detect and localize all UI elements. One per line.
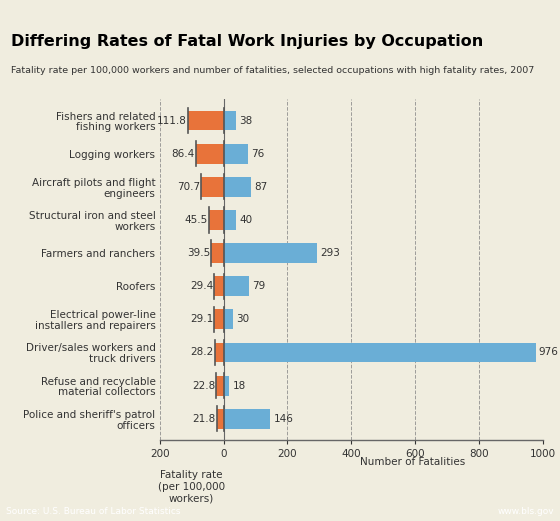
Text: 30: 30 (236, 314, 249, 324)
Text: 111.8: 111.8 (157, 116, 187, 126)
Text: 87: 87 (255, 182, 268, 192)
Text: 28.2: 28.2 (190, 348, 213, 357)
Bar (196, 144, 223, 164)
Bar (214, 276, 223, 296)
Bar (209, 210, 223, 230)
Text: 29.4: 29.4 (190, 281, 213, 291)
Bar (223, 243, 317, 263)
Bar (214, 309, 223, 329)
Text: 18: 18 (232, 380, 246, 391)
Text: Fatality rate per 100,000 workers and number of fatalities, selected occupations: Fatality rate per 100,000 workers and nu… (11, 66, 534, 75)
Text: Number of Fatalities: Number of Fatalities (360, 457, 465, 467)
Bar (217, 409, 223, 429)
Bar (223, 144, 248, 164)
Bar (216, 376, 223, 395)
Text: Differing Rates of Fatal Work Injuries by Occupation: Differing Rates of Fatal Work Injuries b… (11, 33, 483, 48)
Text: 76: 76 (251, 148, 264, 159)
Bar (223, 376, 229, 395)
Text: 29.1: 29.1 (190, 314, 213, 324)
Text: 293: 293 (320, 248, 340, 258)
Bar (223, 409, 270, 429)
Text: 22.8: 22.8 (192, 380, 215, 391)
Bar (223, 110, 236, 130)
Bar (211, 243, 223, 263)
Bar (223, 210, 236, 230)
Text: 39.5: 39.5 (186, 248, 210, 258)
Text: 38: 38 (239, 116, 252, 126)
Bar (223, 309, 233, 329)
Text: Fatality rate
(per 100,000
workers): Fatality rate (per 100,000 workers) (158, 470, 225, 503)
Bar (223, 177, 251, 197)
Text: www.bls.gov: www.bls.gov (498, 506, 554, 516)
Bar (223, 276, 249, 296)
Text: 40: 40 (240, 215, 253, 225)
Text: 86.4: 86.4 (172, 148, 195, 159)
Text: 146: 146 (273, 414, 293, 424)
Bar (201, 177, 223, 197)
Text: Source: U.S. Bureau of Labor Statistics: Source: U.S. Bureau of Labor Statistics (6, 506, 180, 516)
Bar (214, 342, 223, 363)
Text: 21.8: 21.8 (192, 414, 216, 424)
Text: 79: 79 (252, 281, 265, 291)
Bar (188, 110, 223, 130)
Text: 70.7: 70.7 (177, 182, 200, 192)
Text: 976: 976 (539, 348, 558, 357)
Text: 45.5: 45.5 (185, 215, 208, 225)
Bar (223, 342, 535, 363)
